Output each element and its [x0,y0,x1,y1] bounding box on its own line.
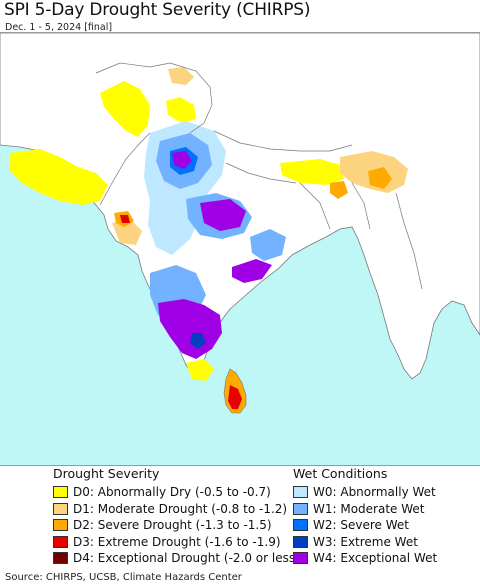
legend-label-w0: W0: Abnormally Wet [313,485,436,500]
legend-label-d2: D2: Severe Drought (-1.3 to -1.5) [73,518,272,533]
legend-item-w0: W0: Abnormally Wet [293,484,437,501]
legend-label-d1: D1: Moderate Drought (-0.8 to -1.2) [73,501,288,516]
legend-item-d1: D1: Moderate Drought (-0.8 to -1.2) [53,501,300,518]
map-panel [0,32,480,466]
legend-item-d2: D2: Severe Drought (-1.3 to -1.5) [53,517,300,534]
swatch-w2 [293,519,308,532]
wet-legend: Wet Conditions W0: Abnormally Wet W1: Mo… [293,466,437,567]
legend-label-w4: W4: Exceptional Wet [313,551,438,566]
legend-item-d3: D3: Extreme Drought (-1.6 to -1.9) [53,534,300,551]
legend-label-w3: W3: Extreme Wet [313,534,418,549]
legend-label-w2: W2: Severe Wet [313,518,409,533]
swatch-d3 [53,535,68,548]
legend-label-d4: D4: Exceptional Drought (-2.0 or less) [73,551,300,566]
wet-legend-title: Wet Conditions [293,466,388,481]
legend-label-w1: W1: Moderate Wet [313,501,425,516]
swatch-d2 [53,519,68,532]
map-title: SPI 5-Day Drought Severity (CHIRPS) [4,0,311,20]
legend-item-d0: D0: Abnormally Dry (-0.5 to -0.7) [53,484,300,501]
legend-item-w3: W3: Extreme Wet [293,534,437,551]
sri-lanka-extreme [228,385,242,409]
legend-item-w4: W4: Exceptional Wet [293,550,437,567]
swatch-w4 [293,552,308,565]
legend-item-d4: D4: Exceptional Drought (-2.0 or less) [53,550,300,567]
source-credit: Source: CHIRPS, UCSB, Climate Hazards Ce… [5,572,242,583]
legend-label-d0: D0: Abnormally Dry (-0.5 to -0.7) [73,485,271,500]
drought-legend-title: Drought Severity [53,466,160,481]
swatch-w1 [293,502,308,515]
drought-map [0,33,480,465]
swatch-w3 [293,535,308,548]
drought-areas [10,67,408,381]
legend-label-d3: D3: Extreme Drought (-1.6 to -1.9) [73,534,281,549]
country-borders [95,62,423,290]
map-subtitle: Dec. 1 - 5, 2024 [final] [5,22,113,33]
legend-item-w1: W1: Moderate Wet [293,501,437,518]
legend-item-w2: W2: Severe Wet [293,517,437,534]
drought-legend: Drought Severity D0: Abnormally Dry (-0.… [53,466,300,567]
swatch-d0 [53,486,68,499]
swatch-d4 [53,552,68,565]
wet-areas [144,121,286,359]
swatch-d1 [53,502,68,515]
swatch-w0 [293,486,308,499]
